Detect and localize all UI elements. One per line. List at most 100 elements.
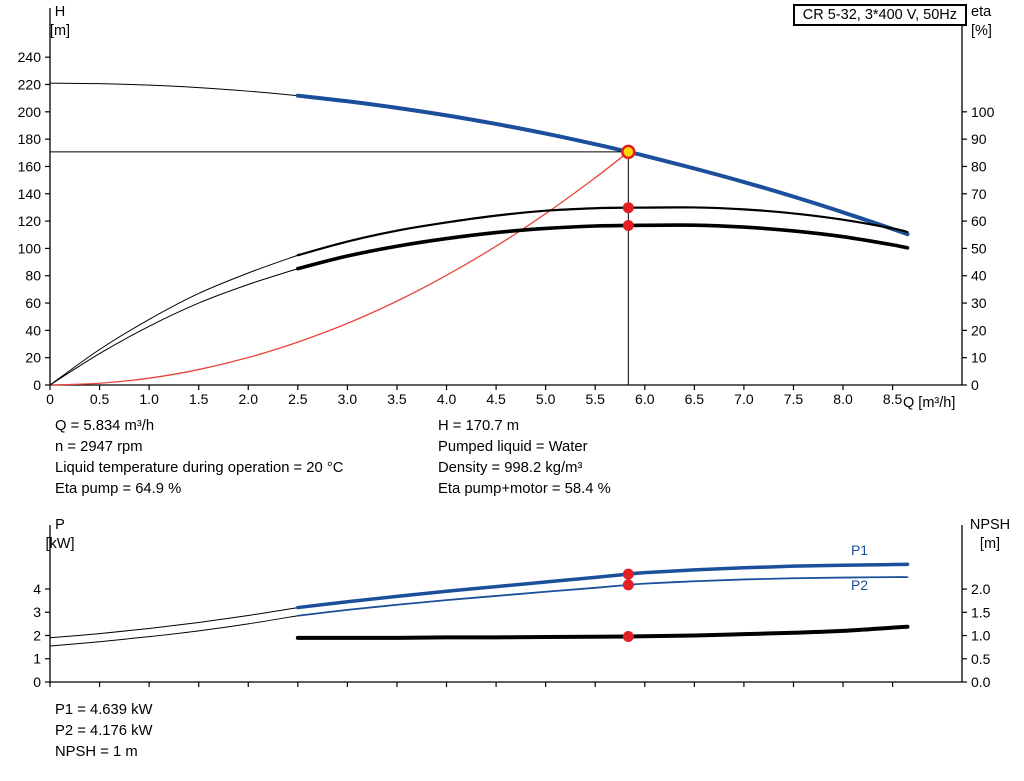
power-axis-title: P [kW] (41, 516, 79, 554)
x-tick-label: 1.5 (189, 391, 209, 407)
info-line-npsh: NPSH = 1 m (55, 744, 138, 760)
right-tick-label: 30 (971, 295, 987, 311)
axis-title-line: P (55, 517, 65, 533)
head-curve-low-flow (49, 82, 299, 97)
right-tick-label: 2.0 (971, 581, 991, 597)
head-curve (295, 93, 910, 237)
left-tick-label: 1 (33, 651, 41, 667)
x-tick-label: 6.0 (635, 391, 655, 407)
npsh-point (622, 630, 634, 642)
info-line-density: Density = 998.2 kg/m³ (438, 460, 583, 476)
x-tick-label: 3.0 (338, 391, 358, 407)
x-tick-label: 6.5 (685, 391, 705, 407)
info-line-head: H = 170.7 m (438, 418, 520, 434)
right-tick-label: 20 (971, 322, 987, 338)
info-line-eta-pump: Eta pump = 64.9 % (55, 481, 182, 497)
right-tick-label: 60 (971, 213, 987, 229)
axis-title-line: [m] (49, 23, 71, 39)
axis-title-line: [kW] (45, 536, 75, 552)
left-tick-label: 200 (18, 104, 42, 120)
eta-axis-title: eta [%] (971, 3, 1021, 41)
info-line-p2: P2 = 4.176 kW (55, 723, 153, 739)
left-tick-label: 120 (18, 213, 42, 229)
right-tick-label: 0.0 (971, 674, 991, 690)
p1-curve (296, 562, 910, 610)
left-tick-label: 4 (33, 581, 41, 597)
x-tick-label: 2.5 (288, 391, 308, 407)
left-tick-label: 180 (18, 131, 42, 147)
axis-title-line: [%] (971, 23, 992, 39)
right-tick-label: 50 (971, 240, 987, 256)
left-tick-label: 80 (25, 268, 41, 284)
left-tick-label: 40 (25, 322, 41, 338)
right-tick-label: 80 (971, 158, 987, 174)
x-axis-title: Q [m³/h] (903, 395, 956, 411)
x-tick-label: 4.0 (437, 391, 457, 407)
x-tick-label: 2.0 (239, 391, 259, 407)
duty-info-left: Q = 5.834 m³/h n = 2947 rpm Liquid tempe… (55, 416, 343, 500)
left-tick-label: 60 (25, 295, 41, 311)
left-tick-label: 160 (18, 158, 42, 174)
npsh-curve (295, 624, 910, 640)
axis-title-line: [m] (979, 536, 1001, 552)
x-tick-label: 1.0 (139, 391, 159, 407)
duty-point[interactable] (621, 144, 636, 160)
left-tick-label: 3 (33, 604, 41, 620)
p2-low-flow (49, 615, 299, 647)
x-tick-label: 0 (46, 391, 54, 407)
eta-pump-motor-low-flow (49, 268, 299, 386)
right-tick-label: 10 (971, 350, 987, 366)
right-tick-label: 1.0 (971, 628, 991, 644)
eta-pump-curve (296, 206, 909, 257)
left-tick-label: 2 (33, 627, 41, 643)
duty-info-right: H = 170.7 m Pumped liquid = Water Densit… (438, 416, 611, 500)
x-tick-label: 5.0 (536, 391, 556, 407)
x-tick-label: 7.5 (784, 391, 804, 407)
p1-low-flow (49, 607, 299, 639)
right-tick-label: 0 (971, 377, 979, 393)
info-line-speed: n = 2947 rpm (55, 439, 143, 455)
x-tick-label: 8.0 (833, 391, 853, 407)
qh-chart: 0 20 40 60 80 100 120 140 160 180 200 220 240 0 10 20 30… (18, 8, 995, 407)
p1-point (622, 568, 634, 580)
right-tick-label: 70 (971, 186, 987, 202)
info-line-eta-total: Eta pump+motor = 58.4 % (438, 481, 611, 497)
info-line-liquid: Pumped liquid = Water (438, 439, 588, 455)
head-axis-title: H [m] (41, 3, 79, 41)
x-tick-label: 3.5 (387, 391, 407, 407)
left-tick-label: 240 (18, 49, 42, 65)
right-tick-label: 40 (971, 268, 987, 284)
eta-pump-point (622, 202, 634, 214)
p2-point (622, 579, 634, 591)
axis-title-line: H (54, 4, 66, 20)
left-tick-label: 0 (33, 674, 41, 690)
axis-title-line: NPSH (969, 517, 1011, 533)
left-tick-label: 140 (18, 186, 42, 202)
x-tick-label: 8.5 (883, 391, 903, 407)
eta-pump-motor-curve (296, 223, 910, 271)
x-tick-label: 7.0 (734, 391, 754, 407)
series-label-p2: P2 (851, 577, 868, 593)
left-tick-label: 100 (18, 240, 42, 256)
left-tick-label: 0 (33, 377, 41, 393)
x-tick-label: 4.5 (486, 391, 506, 407)
info-line-q: Q = 5.834 m³/h (55, 418, 155, 434)
pump-title-box: CR 5-32, 3*400 V, 50Hz (792, 4, 967, 26)
left-tick-label: 220 (18, 76, 42, 92)
x-tick-label: 5.5 (585, 391, 605, 407)
system-curve (49, 151, 629, 386)
right-tick-label: 100 (971, 104, 995, 120)
right-tick-label: 90 (971, 131, 987, 147)
power-info: P1 = 4.639 kW P2 = 4.176 kW NPSH = 1 m (55, 700, 152, 763)
info-line-temperature: Liquid temperature during operation = 20… (55, 460, 344, 476)
right-tick-label: 0.5 (971, 651, 991, 667)
eta-pump-motor-point (622, 219, 634, 231)
eta-pump-low-flow (49, 254, 299, 386)
axis-title-line: eta (971, 4, 992, 20)
left-tick-label: 20 (25, 350, 41, 366)
x-tick-label: 0.5 (90, 391, 110, 407)
right-tick-label: 1.5 (971, 604, 991, 620)
npsh-axis-title: NPSH [m] (962, 516, 1018, 554)
